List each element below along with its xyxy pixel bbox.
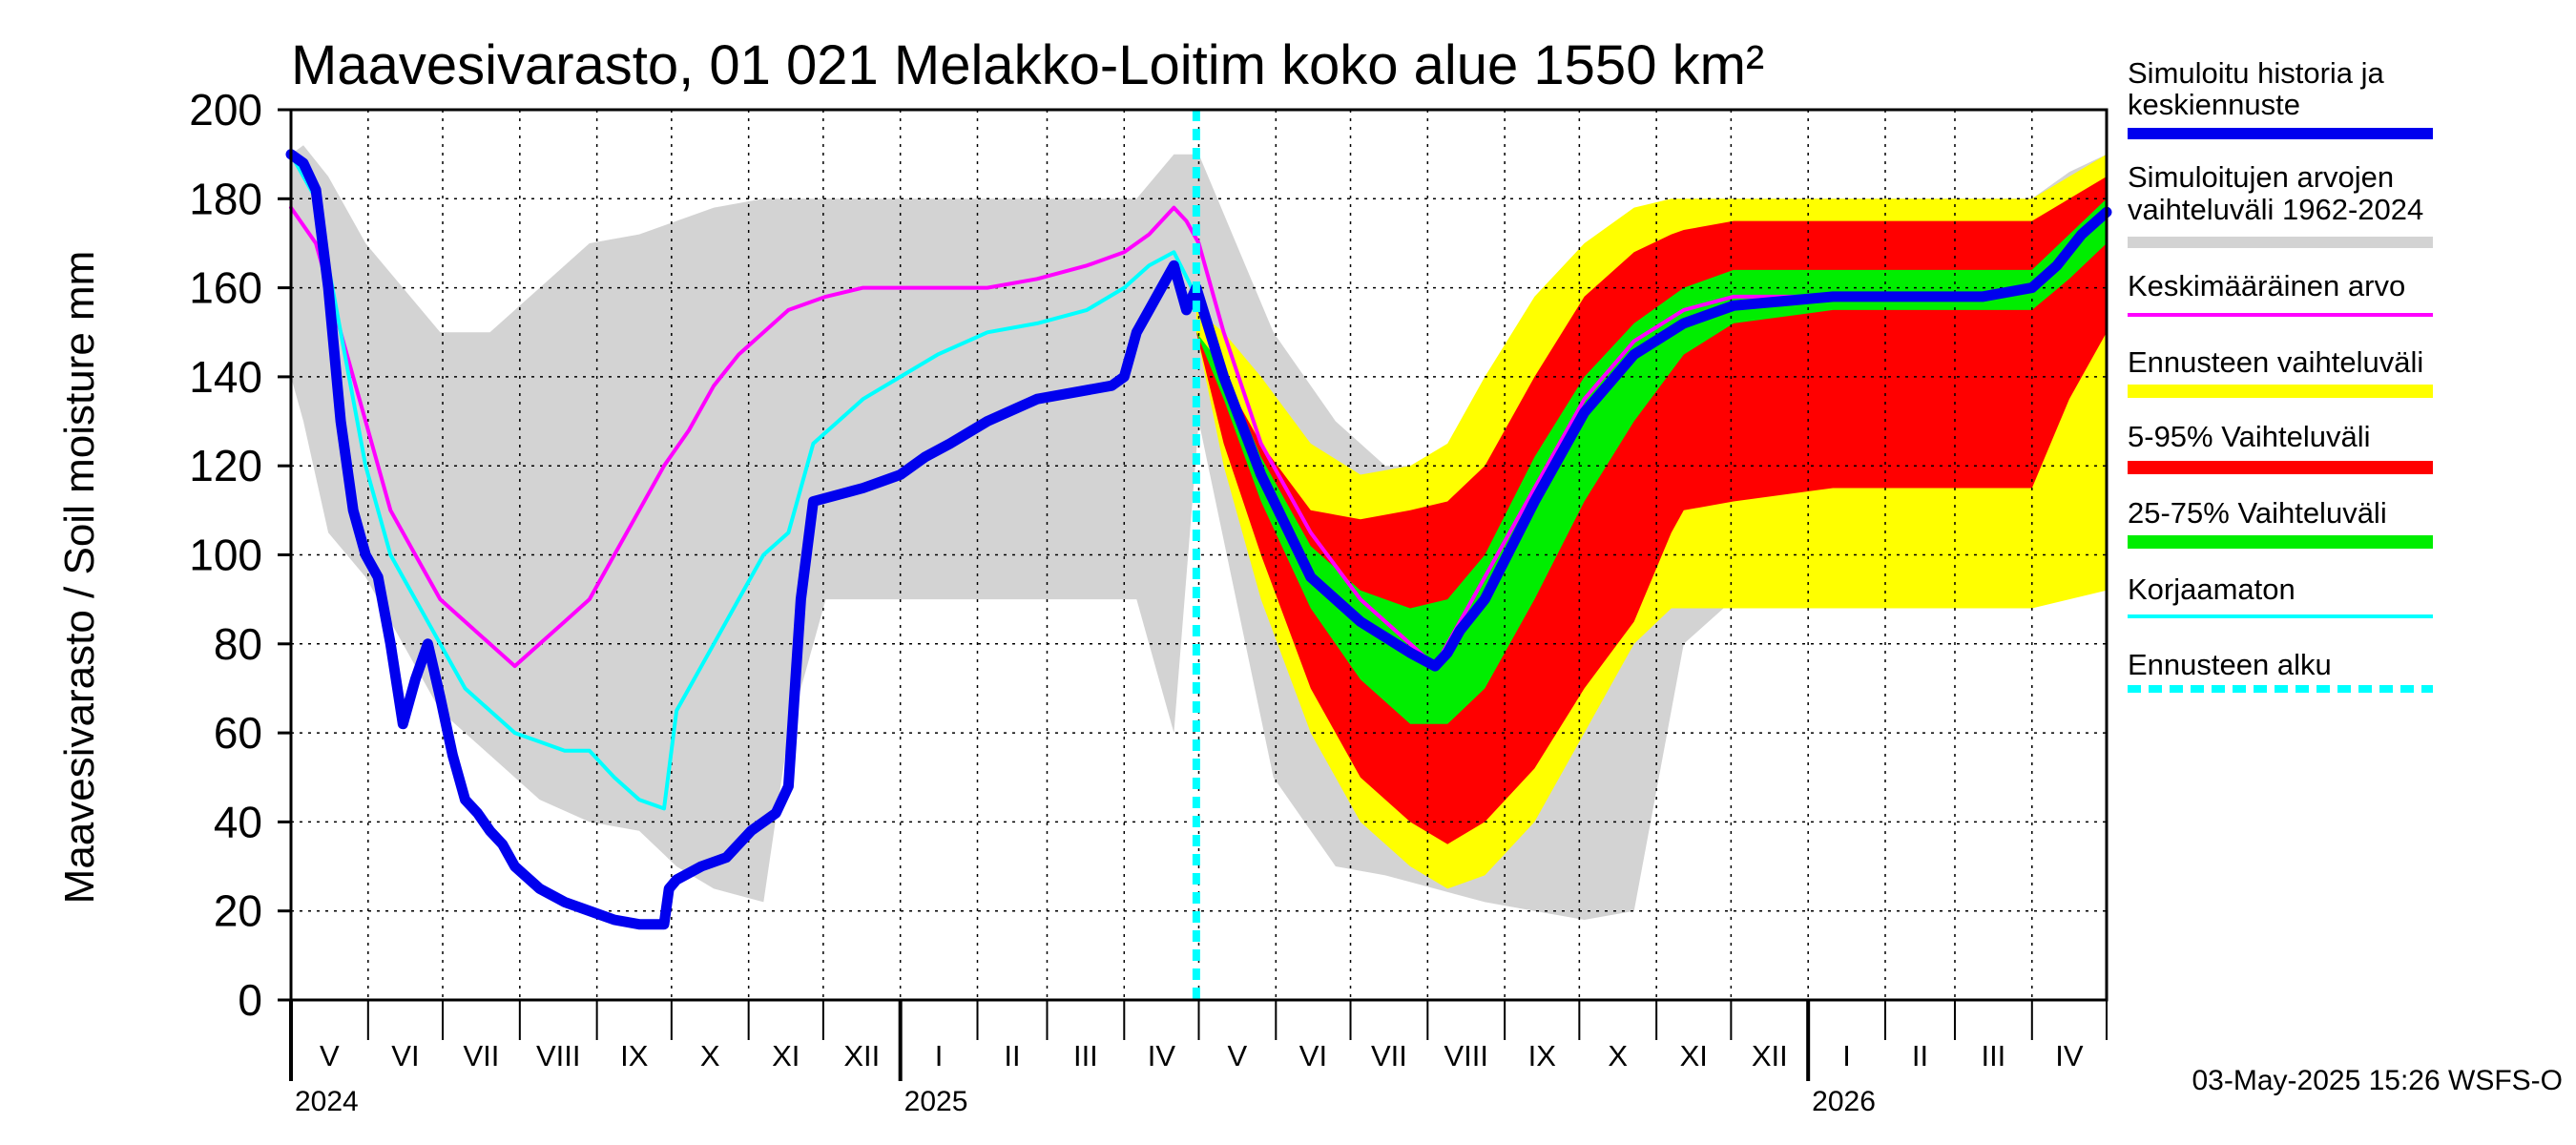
month-label-11: IV (1148, 1039, 1176, 1072)
y-tick-label-0: 0 (238, 975, 262, 1025)
month-label-18: XI (1680, 1039, 1708, 1072)
month-label-15: VIII (1444, 1039, 1488, 1072)
y-ticks: 0 20 40 60 80 100 120 140 160 180 200 (189, 85, 291, 1025)
month-label-1: VI (391, 1039, 419, 1072)
legend-label2-1: vaihteluväli 1962-2024 (2128, 193, 2423, 226)
month-label-13: VI (1299, 1039, 1327, 1072)
legend-label-1: Simuloitujen arvojen (2128, 160, 2394, 194)
month-label-8: I (935, 1039, 944, 1072)
month-label-3: VIII (536, 1039, 581, 1072)
y-tick-label-10: 200 (189, 85, 262, 135)
series-lines (285, 149, 2112, 930)
legend-label-5: 25-75% Vaihteluväli (2128, 496, 2387, 530)
year-label-0: 2024 (295, 1086, 359, 1117)
x-axis: V VI VII VIII IX X XI XII I II III IV V VI VII VIII IX X X… (289, 1000, 2108, 1117)
legend-label2-0: keskiennuste (2128, 88, 2300, 121)
y-axis-label: Maavesivarasto / Soil moisture mm (56, 251, 103, 905)
y-tick-label-1: 20 (214, 886, 262, 936)
y-tick-label-4: 80 (214, 619, 262, 669)
month-label-17: X (1608, 1039, 1628, 1072)
series-line-1 (289, 152, 1198, 811)
month-label-16: IX (1528, 1039, 1557, 1072)
legend-label-6: Korjaamaton (2128, 572, 2296, 606)
month-label-9: II (1004, 1039, 1020, 1072)
month-label-23: IV (2055, 1039, 2084, 1072)
y-tick-label-2: 40 (214, 797, 262, 846)
y-tick-label-3: 60 (214, 708, 262, 758)
month-label-10: III (1073, 1039, 1098, 1072)
month-label-6: XI (772, 1039, 800, 1072)
month-label-19: XII (1752, 1039, 1788, 1072)
month-label-12: V (1228, 1039, 1248, 1072)
grid-lines (291, 110, 2107, 1000)
y-tick-label-9: 180 (189, 174, 262, 223)
y-tick-label-7: 140 (189, 352, 262, 402)
month-label-22: III (1981, 1039, 2005, 1072)
legend-label-4: 5-95% Vaihteluväli (2128, 420, 2370, 453)
month-label-5: X (700, 1039, 720, 1072)
plot-frame (289, 108, 2109, 1002)
month-label-4: IX (620, 1039, 649, 1072)
y-tick-label-6: 120 (189, 441, 262, 490)
legend-label-0: Simuloitu historia ja (2128, 56, 2385, 90)
legend-label-7: Ennusteen alku (2128, 648, 2332, 681)
series-line-2 (285, 149, 2112, 930)
series-line-0 (289, 205, 2109, 669)
month-label-0: V (320, 1039, 340, 1072)
month-label-14: VII (1371, 1039, 1407, 1072)
y-tick-label-8: 160 (189, 263, 262, 313)
month-label-2: VII (463, 1039, 499, 1072)
month-label-7: XII (843, 1039, 880, 1072)
year-label-1: 2025 (904, 1086, 968, 1117)
legend-label-2: Keskimääräinen arvo (2128, 269, 2405, 302)
footer-timestamp: 03-May-2025 15:26 WSFS-O (2192, 1065, 2564, 1096)
chart-title: Maavesivarasto, 01 021 Melakko-Loitim ko… (291, 34, 1764, 96)
month-label-20: I (1842, 1039, 1851, 1072)
month-label-21: II (1912, 1039, 1928, 1072)
year-label-2: 2026 (1812, 1086, 1876, 1117)
y-tick-label-5: 100 (189, 531, 262, 580)
legend-label-3: Ennusteen vaihteluväli (2128, 345, 2423, 379)
